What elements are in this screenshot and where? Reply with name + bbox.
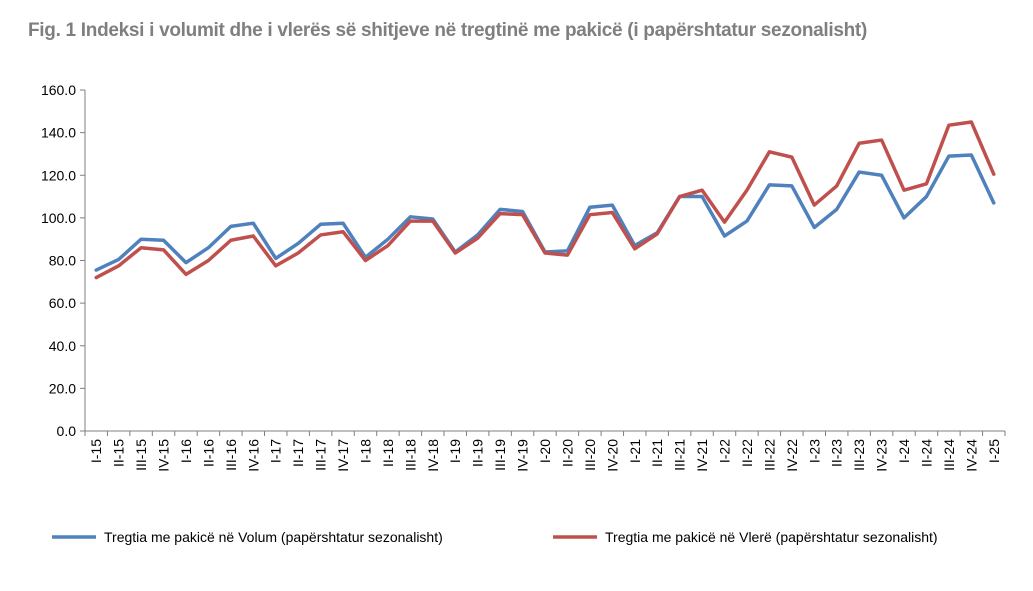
x-tick-label: I-22 [717, 439, 733, 463]
x-tick-label: IV-21 [694, 439, 710, 472]
y-tick-label: 40.0 [49, 338, 76, 354]
x-tick-label: IV-16 [245, 439, 261, 472]
x-tick-label: II-23 [829, 439, 845, 467]
x-tick-label: III-20 [582, 439, 598, 471]
y-tick-label: 80.0 [49, 253, 76, 269]
x-tick-label: IV-20 [604, 439, 620, 472]
legend-label-1: Tregtia me pakicë në Volum (papërshtatur… [104, 529, 443, 545]
x-tick-label: I-16 [178, 439, 194, 463]
x-tick-label: IV-19 [515, 439, 531, 472]
series-line-2 [94, 120, 996, 280]
y-tick-label: 20.0 [49, 380, 76, 396]
x-axis: I-15 II-15 III-15 IV-15 I-16 II-16 III-16 IV-16… [84, 430, 1006, 472]
y-tick-label: 0.0 [57, 423, 77, 439]
y-axis: 0.0 20.0 40.0 60.0 80.0 100.0 120.0 140.0 160.0 [41, 82, 86, 439]
legend: Tregtia me pakicë në Volum (papërshtatur… [52, 529, 938, 545]
y-tick-label: 100.0 [41, 210, 76, 226]
x-tick-label: IV-17 [335, 439, 351, 472]
y-tick-label: 60.0 [49, 295, 76, 311]
y-tick-label: 140.0 [41, 125, 76, 141]
y-tick-label: 120.0 [41, 167, 76, 183]
x-tick-label: I-25 [986, 439, 1002, 463]
x-tick-label: II-17 [290, 439, 306, 467]
x-tick-label: III-23 [851, 439, 867, 471]
x-tick-label: II-16 [200, 439, 216, 467]
x-tick-label: IV-15 [156, 439, 172, 472]
x-tick-label: I-21 [627, 439, 643, 463]
x-tick-label: II-22 [739, 439, 755, 467]
x-tick-label: II-15 [111, 439, 127, 467]
y-tick-label: 160.0 [41, 82, 76, 98]
chart-title: Fig. 1 Indeksi i volumit dhe i vlerës së… [28, 20, 867, 41]
x-tick-label: III-22 [761, 439, 777, 471]
x-tick-label: I-20 [537, 439, 553, 463]
x-tick-label: III-21 [672, 439, 688, 471]
x-tick-label: II-19 [470, 439, 486, 467]
x-tick-label: III-18 [402, 439, 418, 471]
x-tick-label: II-20 [559, 439, 575, 467]
x-tick-label: II-18 [380, 439, 396, 467]
x-tick-label: I-19 [447, 439, 463, 463]
x-tick-label: IV-18 [425, 439, 441, 472]
x-tick-label: IV-22 [784, 439, 800, 472]
x-tick-label: IV-24 [963, 439, 979, 472]
x-tick-label: I-15 [88, 439, 104, 463]
x-tick-label: III-24 [941, 439, 957, 471]
x-tick-label: I-23 [806, 439, 822, 463]
x-tick-label: III-19 [492, 439, 508, 471]
x-tick-label: III-15 [133, 439, 149, 471]
x-tick-label: III-16 [223, 439, 239, 471]
x-tick-label: I-17 [268, 439, 284, 463]
x-tick-label: I-24 [896, 439, 912, 463]
x-tick-label: III-17 [313, 439, 329, 471]
x-tick-label: I-18 [357, 439, 373, 463]
legend-label-2: Tregtia me pakicë në Vlerë (papërshtatur… [605, 529, 938, 545]
x-tick-label: II-21 [649, 439, 665, 467]
x-tick-label: IV-23 [874, 439, 890, 472]
x-tick-label: II-24 [918, 439, 934, 467]
series-lines [94, 120, 996, 280]
